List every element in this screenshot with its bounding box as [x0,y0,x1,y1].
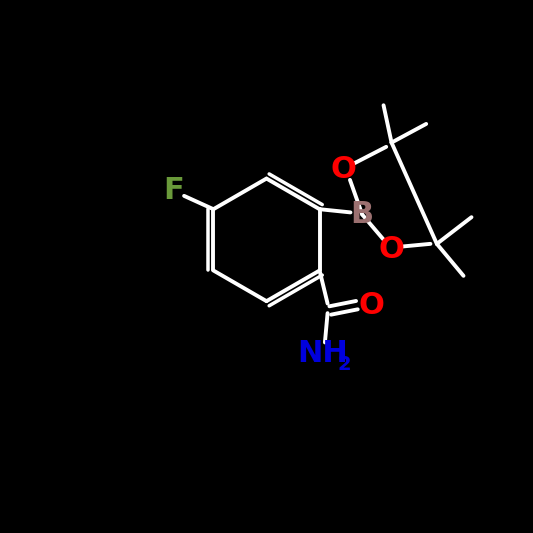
Text: NH: NH [297,338,348,368]
Text: F: F [163,176,184,205]
Text: O: O [359,290,385,320]
Text: O: O [330,155,357,184]
Text: B: B [351,200,374,229]
Text: O: O [378,235,405,264]
Text: 2: 2 [338,356,351,374]
